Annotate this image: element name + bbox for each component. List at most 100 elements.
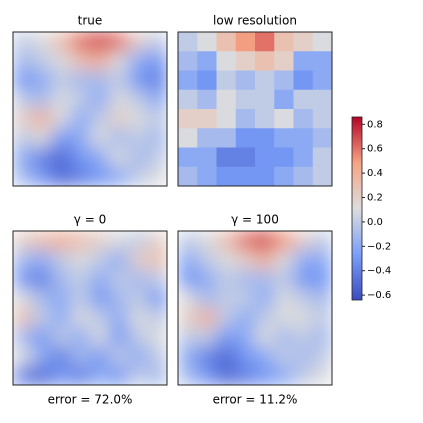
cell [32, 250, 52, 270]
cell [51, 32, 72, 52]
cell [90, 166, 110, 186]
cell [109, 269, 129, 290]
cell [178, 250, 198, 270]
cell [235, 166, 256, 186]
cell [32, 269, 52, 290]
cell [128, 308, 149, 328]
cell [274, 346, 294, 367]
cell [293, 32, 314, 52]
cell [128, 166, 149, 186]
cell [216, 288, 237, 309]
cell [255, 166, 275, 186]
cell [90, 231, 110, 251]
cell [255, 231, 275, 251]
cell [312, 269, 332, 290]
panel-xlabel: error = 72.0% [48, 393, 133, 407]
cell [32, 147, 52, 168]
cell [274, 166, 294, 186]
cell [70, 89, 91, 110]
panel-title: γ = 0 [74, 213, 106, 227]
cell [197, 365, 217, 385]
cell [147, 327, 167, 347]
cell [178, 288, 198, 309]
cell [293, 308, 314, 328]
cell [197, 288, 217, 309]
cell [147, 32, 167, 52]
cell [109, 109, 129, 129]
panel-title: γ = 100 [231, 213, 279, 227]
cell [13, 346, 33, 367]
cell [128, 288, 149, 309]
cell [32, 308, 52, 328]
cell [51, 308, 72, 328]
cell [312, 365, 332, 385]
cell [51, 250, 72, 270]
cell [147, 166, 167, 186]
cell [90, 147, 110, 168]
cell [70, 32, 91, 52]
cell [32, 288, 52, 309]
cell [235, 308, 256, 328]
cell [51, 128, 72, 148]
cell [13, 147, 33, 168]
cell [13, 51, 33, 71]
cell [255, 89, 275, 110]
cell [109, 250, 129, 270]
panel-frame [177, 31, 333, 187]
cell [197, 327, 217, 347]
cell [128, 128, 149, 148]
cell [147, 250, 167, 270]
cell [147, 147, 167, 168]
cell [128, 327, 149, 347]
cell [90, 365, 110, 385]
cell [109, 51, 129, 71]
cell [32, 365, 52, 385]
cell [312, 346, 332, 367]
cell [128, 269, 149, 290]
cell [32, 70, 52, 91]
cell [197, 109, 217, 129]
panel-frame [12, 31, 168, 187]
cell [70, 308, 91, 328]
cell [109, 231, 129, 251]
colorbar-tick-label: −0.6 [367, 290, 391, 301]
cell [90, 269, 110, 290]
cell [109, 365, 129, 385]
panel-title: true [78, 14, 103, 28]
cell [13, 327, 33, 347]
colorbar-tick-label: 0.4 [367, 168, 383, 179]
cell [128, 365, 149, 385]
cell [216, 32, 237, 52]
cell [274, 109, 294, 129]
cell [70, 250, 91, 270]
cell [178, 147, 198, 168]
cell [32, 32, 52, 52]
cell [312, 51, 332, 71]
cell [70, 166, 91, 186]
cell [32, 346, 52, 367]
cell [274, 128, 294, 148]
cell [197, 70, 217, 91]
cell [197, 147, 217, 168]
cell [13, 250, 33, 270]
cell [216, 51, 237, 71]
cell [235, 147, 256, 168]
cell [51, 269, 72, 290]
cell [312, 89, 332, 110]
cell [90, 327, 110, 347]
cell [312, 166, 332, 186]
cell [147, 128, 167, 148]
cell [197, 269, 217, 290]
cell [178, 51, 198, 71]
cell [128, 70, 149, 91]
cell [274, 32, 294, 52]
cell [235, 231, 256, 251]
cell [70, 147, 91, 168]
cell [51, 365, 72, 385]
cell [216, 70, 237, 91]
heatmap [178, 231, 332, 385]
cell [197, 231, 217, 251]
cell [216, 327, 237, 347]
cell [178, 89, 198, 110]
